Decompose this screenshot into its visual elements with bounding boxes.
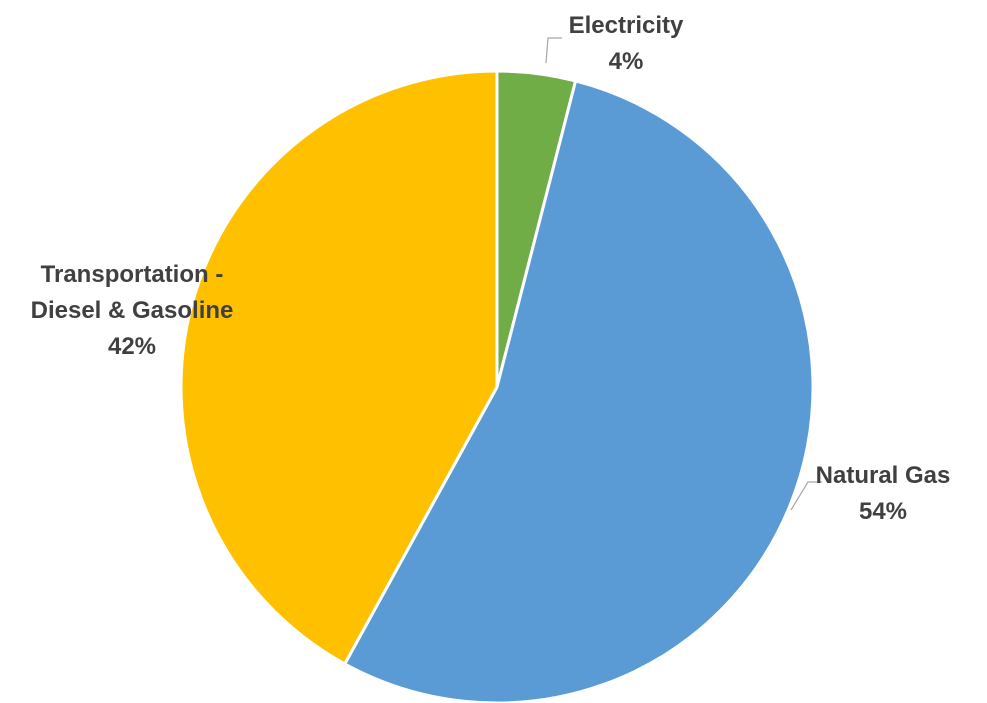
- data-label-name: Natural Gas: [816, 462, 951, 489]
- pie-slices: [179, 69, 815, 703]
- data-label-percent: 54%: [859, 498, 907, 525]
- data-label-name: Transportation -: [41, 261, 224, 288]
- data-label-percent: 4%: [609, 48, 644, 75]
- data-label-name: Electricity: [569, 12, 684, 39]
- data-label-percent: 42%: [108, 333, 156, 360]
- data-label-electricity: Electricity 4%: [569, 12, 684, 75]
- leader-line-electricity: [545, 37, 562, 64]
- pie-slice-transportation-diesel-gasoline: [179, 69, 499, 666]
- data-label-natural-gas: Natural Gas 54%: [816, 462, 951, 525]
- data-labels: Electricity 4% Natural Gas 54% Transportatio…: [31, 12, 951, 525]
- data-label-transportation-diesel-gasoline: Transportation - Diesel & Gasoline 42%: [31, 261, 234, 360]
- data-label-name: Diesel & Gasoline: [31, 297, 234, 324]
- leader-line-natural-gas: [790, 481, 822, 511]
- leader-lines: [545, 37, 822, 511]
